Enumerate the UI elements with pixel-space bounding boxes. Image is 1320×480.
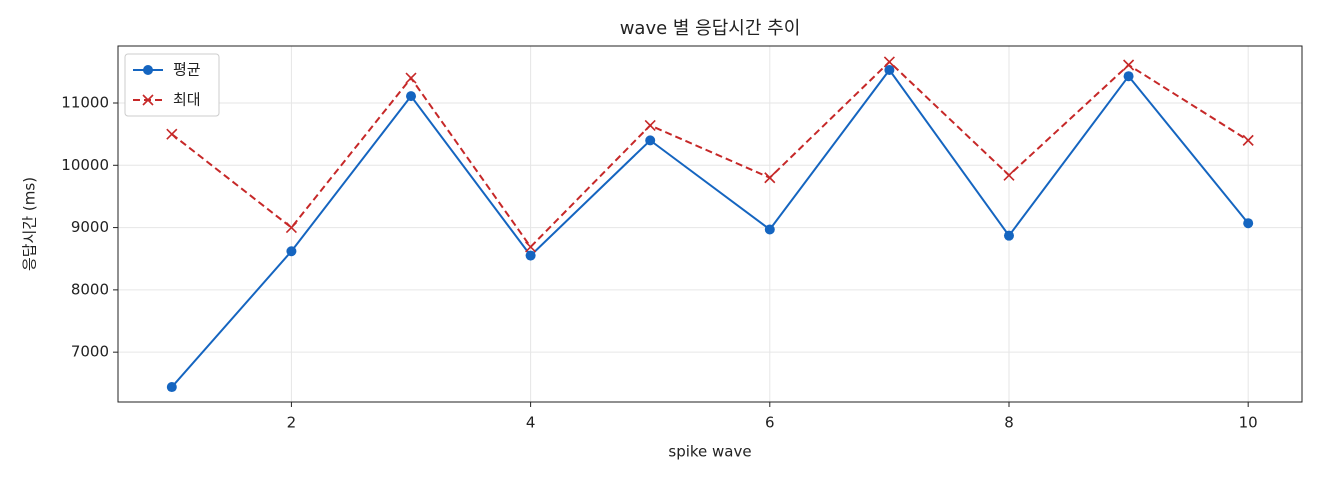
marker [1003, 169, 1015, 181]
x-tick-label: 6 [765, 414, 775, 432]
legend-marker [142, 94, 154, 106]
marker [644, 119, 656, 131]
y-tick-label: 7000 [71, 343, 109, 361]
marker [645, 135, 656, 146]
legend-box [124, 53, 220, 117]
legend-label: 평균 [173, 61, 201, 79]
marker [1123, 59, 1135, 71]
marker [166, 382, 177, 393]
marker [405, 72, 417, 84]
plot-frame [117, 45, 1303, 403]
marker [764, 224, 775, 235]
marker [1243, 218, 1254, 229]
marker [883, 56, 895, 68]
marker [525, 250, 536, 261]
y-tick-label: 9000 [71, 218, 109, 236]
series-line [171, 60, 1249, 249]
y-axis-label: 응답시간 (ms) [21, 177, 39, 271]
y-tick-label: 11000 [61, 93, 109, 111]
series-line [171, 68, 1249, 388]
x-tick-label: 8 [1004, 414, 1014, 432]
y-tick-label: 10000 [61, 156, 109, 174]
x-tick-label: 2 [287, 414, 297, 432]
legend-marker [143, 65, 153, 75]
marker [525, 241, 537, 253]
marker [285, 222, 297, 234]
y-tick-label: 8000 [71, 280, 109, 298]
x-tick-label: 4 [526, 414, 536, 432]
x-axis-label: spike wave [668, 443, 751, 461]
marker [286, 246, 297, 257]
marker [166, 128, 178, 140]
marker [1242, 134, 1254, 146]
legend-label: 최대 [173, 91, 201, 109]
marker [764, 172, 776, 184]
x-tick-label: 10 [1239, 414, 1258, 432]
chart-title: wave 별 응답시간 추이 [620, 18, 801, 39]
marker [1003, 230, 1014, 241]
marker [406, 91, 417, 102]
marker [1123, 71, 1134, 82]
marker [884, 64, 895, 75]
